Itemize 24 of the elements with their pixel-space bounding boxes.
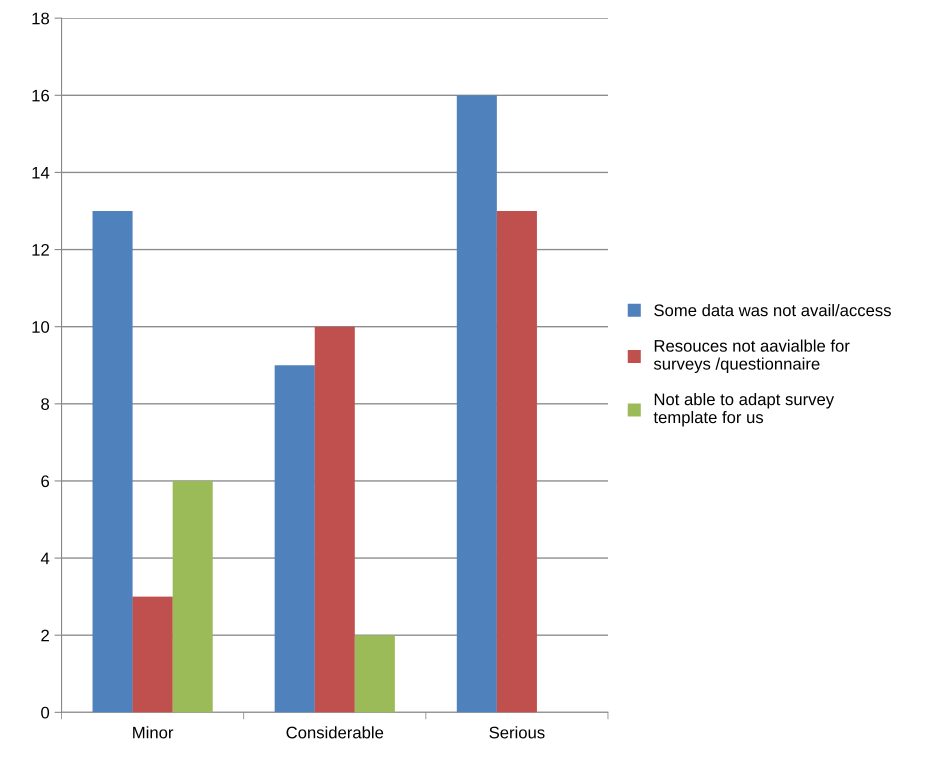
y-tick-label: 0	[41, 706, 50, 719]
y-tick-label: 14	[32, 167, 50, 178]
y-tick-label: 10	[32, 321, 50, 333]
y-tick-label: 4	[40, 552, 50, 564]
bar	[172, 480, 213, 712]
legend-label: Some data was not avail/access	[654, 304, 891, 316]
x-tick-label: Serious	[489, 726, 545, 738]
x-tick-label: Considerable	[286, 726, 384, 738]
bar	[456, 95, 497, 712]
y-tick-label: 2	[41, 630, 49, 642]
y-tick-label: 8	[41, 398, 50, 410]
bar	[354, 635, 395, 712]
x-tick-label: Minor	[133, 726, 174, 738]
bar	[92, 210, 133, 712]
legend-label: Not able to adapt survey template for us	[654, 393, 834, 427]
y-tick-label: 12	[32, 244, 49, 256]
bar	[132, 596, 173, 712]
legend-label: Resouces not aavialble for surveys /questionnaire	[654, 340, 850, 374]
y-tick-label: 18	[32, 12, 50, 24]
y-tick-label: 6	[41, 475, 50, 488]
y-tick-label: 16	[32, 90, 50, 102]
bar	[314, 326, 355, 712]
bar	[274, 365, 315, 712]
bar	[496, 210, 537, 712]
